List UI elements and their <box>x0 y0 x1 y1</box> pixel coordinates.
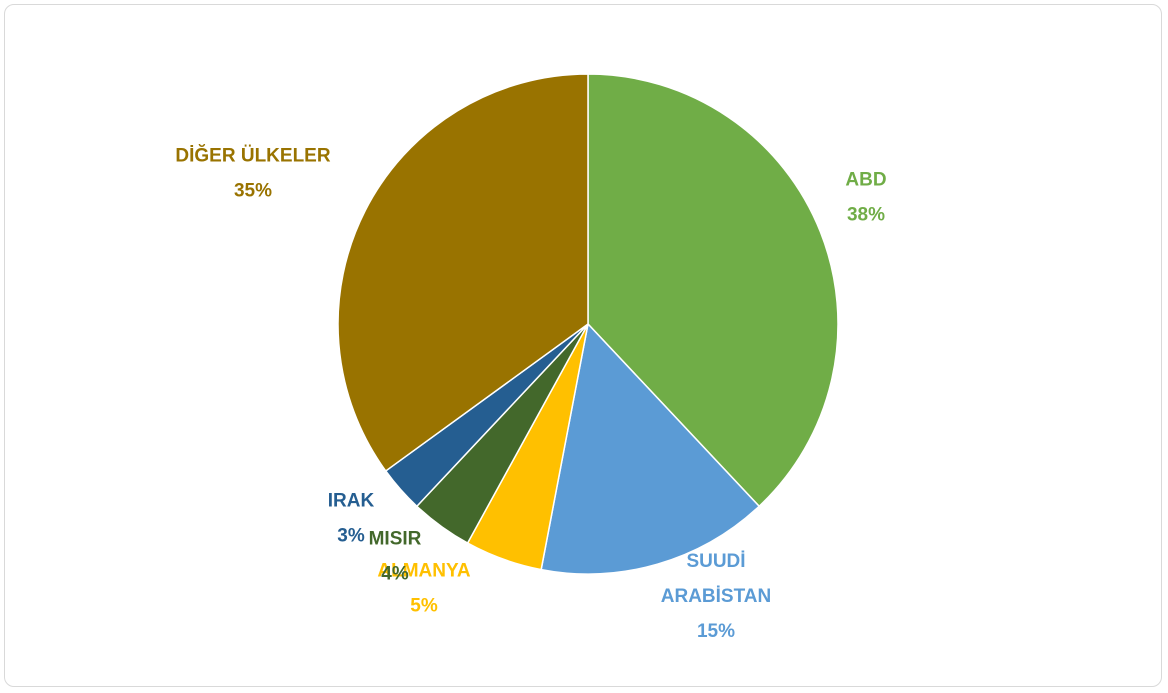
slice-category-label: SUUDİ <box>686 551 745 572</box>
slice-category-label: ALMANYA <box>377 561 471 582</box>
slice-percent-label: 3% <box>337 526 365 547</box>
slice-percent-label: 4% <box>381 564 409 585</box>
pie-slice-diğerülkeler <box>337 73 589 472</box>
slice-category-label: ABD <box>845 170 886 191</box>
slice-category-label: MISIR <box>369 529 422 550</box>
slice-percent-label: 5% <box>410 596 438 617</box>
slice-category-label: DİĞER ÜLKELER <box>175 145 330 167</box>
pie-slices <box>337 73 839 575</box>
slice-category-label: IRAK <box>328 491 375 512</box>
slice-category-label: ARABİSTAN <box>661 586 771 607</box>
slice-percent-label: 38% <box>847 205 885 226</box>
slice-percent-label: 35% <box>234 181 272 202</box>
slice-percent-label: 15% <box>697 621 735 642</box>
pie-slice-suudi-arabistan <box>540 322 761 575</box>
pie-labels: ABD 38% SUUDİ ARABİSTAN 15% ALMANYA 5% MISIR 4% I… <box>175 145 886 643</box>
pie-slice-abd <box>587 73 839 508</box>
